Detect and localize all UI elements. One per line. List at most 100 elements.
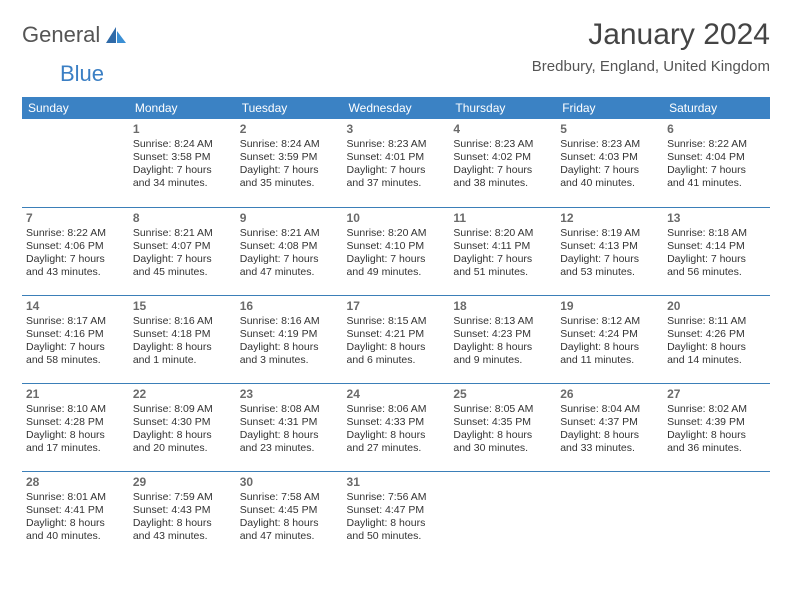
calendar-cell: 26 Sunrise: 8:04 AMSunset: 4:37 PMDayligh… (556, 383, 663, 471)
calendar-cell: 17 Sunrise: 8:15 AMSunset: 4:21 PMDayligh… (343, 295, 450, 383)
calendar-cell: 8 Sunrise: 8:21 AMSunset: 4:07 PMDaylight… (129, 207, 236, 295)
day-number: 15 (133, 299, 232, 313)
day-info: Sunrise: 8:15 AMSunset: 4:21 PMDaylight:… (347, 315, 446, 368)
day-info: Sunrise: 8:24 AMSunset: 3:59 PMDaylight:… (240, 138, 339, 191)
calendar-cell: 19 Sunrise: 8:12 AMSunset: 4:24 PMDayligh… (556, 295, 663, 383)
day-info: Sunrise: 8:23 AMSunset: 4:03 PMDaylight:… (560, 138, 659, 191)
calendar-cell: 9 Sunrise: 8:21 AMSunset: 4:08 PMDaylight… (236, 207, 343, 295)
day-info: Sunrise: 7:58 AMSunset: 4:45 PMDaylight:… (240, 491, 339, 544)
day-info: Sunrise: 8:02 AMSunset: 4:39 PMDaylight:… (667, 403, 766, 456)
day-info: Sunrise: 8:23 AMSunset: 4:02 PMDaylight:… (453, 138, 552, 191)
day-info: Sunrise: 8:18 AMSunset: 4:14 PMDaylight:… (667, 227, 766, 280)
brand-word2: Blue (60, 61, 104, 86)
calendar-cell: 14 Sunrise: 8:17 AMSunset: 4:16 PMDayligh… (22, 295, 129, 383)
day-info: Sunrise: 8:21 AMSunset: 4:08 PMDaylight:… (240, 227, 339, 280)
day-info: Sunrise: 8:20 AMSunset: 4:10 PMDaylight:… (347, 227, 446, 280)
day-number: 27 (667, 387, 766, 401)
day-number: 28 (26, 475, 125, 489)
calendar-cell: 5 Sunrise: 8:23 AMSunset: 4:03 PMDaylight… (556, 119, 663, 207)
day-info: Sunrise: 7:59 AMSunset: 4:43 PMDaylight:… (133, 491, 232, 544)
calendar-cell: 21Sunrise: 8:10 AMSunset: 4:28 PMDayligh… (22, 383, 129, 471)
day-number: 8 (133, 211, 232, 225)
day-info: Sunrise: 8:16 AMSunset: 4:19 PMDaylight:… (240, 315, 339, 368)
calendar-cell: 24 Sunrise: 8:06 AMSunset: 4:33 PMDayligh… (343, 383, 450, 471)
month-title: January 2024 (532, 18, 770, 52)
day-info: Sunrise: 8:23 AMSunset: 4:01 PMDaylight:… (347, 138, 446, 191)
day-number: 20 (667, 299, 766, 313)
day-number: 26 (560, 387, 659, 401)
calendar-table: SundayMondayTuesdayWednesdayThursdayFrid… (22, 97, 770, 559)
day-info: Sunrise: 8:04 AMSunset: 4:37 PMDaylight:… (560, 403, 659, 456)
day-number: 14 (26, 299, 125, 313)
day-number: 19 (560, 299, 659, 313)
day-info: Sunrise: 8:20 AMSunset: 4:11 PMDaylight:… (453, 227, 552, 280)
brand-logo: General (22, 18, 128, 48)
day-number: 2 (240, 122, 339, 136)
day-number: 30 (240, 475, 339, 489)
calendar-cell (663, 471, 770, 559)
day-number: 22 (133, 387, 232, 401)
calendar-cell: 7Sunrise: 8:22 AMSunset: 4:06 PMDaylight… (22, 207, 129, 295)
day-number: 10 (347, 211, 446, 225)
calendar-cell (449, 471, 556, 559)
day-info: Sunrise: 8:19 AMSunset: 4:13 PMDaylight:… (560, 227, 659, 280)
calendar-cell: 2 Sunrise: 8:24 AMSunset: 3:59 PMDaylight… (236, 119, 343, 207)
calendar-cell: 22 Sunrise: 8:09 AMSunset: 4:30 PMDayligh… (129, 383, 236, 471)
day-number: 17 (347, 299, 446, 313)
day-number: 16 (240, 299, 339, 313)
day-info: Sunrise: 8:22 AMSunset: 4:06 PMDaylight:… (26, 227, 125, 280)
calendar-cell: 12Sunrise: 8:19 AMSunset: 4:13 PMDayligh… (556, 207, 663, 295)
day-number: 24 (347, 387, 446, 401)
calendar-cell: 28 Sunrise: 8:01 AMSunset: 4:41 PMDayligh… (22, 471, 129, 559)
day-info: Sunrise: 8:13 AMSunset: 4:23 PMDaylight:… (453, 315, 552, 368)
calendar-cell: 6Sunrise: 8:22 AMSunset: 4:04 PMDaylight… (663, 119, 770, 207)
brand-word1: General (22, 22, 100, 48)
day-number: 9 (240, 211, 339, 225)
day-info: Sunrise: 8:17 AMSunset: 4:16 PMDaylight:… (26, 315, 125, 368)
day-info: Sunrise: 8:24 AMSunset: 3:58 PMDaylight:… (133, 138, 232, 191)
calendar-cell: 20 Sunrise: 8:11 AMSunset: 4:26 PMDayligh… (663, 295, 770, 383)
calendar-cell: 30 Sunrise: 7:58 AMSunset: 4:45 PMDayligh… (236, 471, 343, 559)
day-info: Sunrise: 8:01 AMSunset: 4:41 PMDaylight:… (26, 491, 125, 544)
weekday-header: Thursday (449, 97, 556, 119)
day-number: 5 (560, 122, 659, 136)
weekday-header: Wednesday (343, 97, 450, 119)
day-number: 21 (26, 387, 125, 401)
day-info: Sunrise: 8:12 AMSunset: 4:24 PMDaylight:… (560, 315, 659, 368)
day-info: Sunrise: 8:21 AMSunset: 4:07 PMDaylight:… (133, 227, 232, 280)
day-info: Sunrise: 7:56 AMSunset: 4:47 PMDaylight:… (347, 491, 446, 544)
day-number: 13 (667, 211, 766, 225)
calendar-cell: 10 Sunrise: 8:20 AMSunset: 4:10 PMDayligh… (343, 207, 450, 295)
calendar-cell (556, 471, 663, 559)
day-number: 6 (667, 122, 766, 136)
calendar-cell: 31 Sunrise: 7:56 AMSunset: 4:47 PMDayligh… (343, 471, 450, 559)
day-info: Sunrise: 8:09 AMSunset: 4:30 PMDaylight:… (133, 403, 232, 456)
calendar-cell (22, 119, 129, 207)
calendar-cell: 15Sunrise: 8:16 AMSunset: 4:18 PMDayligh… (129, 295, 236, 383)
calendar-cell: 16 Sunrise: 8:16 AMSunset: 4:19 PMDayligh… (236, 295, 343, 383)
day-number: 29 (133, 475, 232, 489)
calendar-cell: 25 Sunrise: 8:05 AMSunset: 4:35 PMDayligh… (449, 383, 556, 471)
day-info: Sunrise: 8:06 AMSunset: 4:33 PMDaylight:… (347, 403, 446, 456)
day-number: 1 (133, 122, 232, 136)
day-number: 11 (453, 211, 552, 225)
weekday-header: Tuesday (236, 97, 343, 119)
weekday-header: Saturday (663, 97, 770, 119)
day-number: 4 (453, 122, 552, 136)
day-number: 23 (240, 387, 339, 401)
calendar-cell: 1 Sunrise: 8:24 AMSunset: 3:58 PMDaylight… (129, 119, 236, 207)
day-number: 31 (347, 475, 446, 489)
calendar-cell: 23Sunrise: 8:08 AMSunset: 4:31 PMDayligh… (236, 383, 343, 471)
weekday-header: Sunday (22, 97, 129, 119)
calendar-cell: 18 Sunrise: 8:13 AMSunset: 4:23 PMDayligh… (449, 295, 556, 383)
weekday-header: Friday (556, 97, 663, 119)
day-info: Sunrise: 8:11 AMSunset: 4:26 PMDaylight:… (667, 315, 766, 368)
day-number: 25 (453, 387, 552, 401)
day-number: 18 (453, 299, 552, 313)
weekday-header: Monday (129, 97, 236, 119)
calendar-cell: 27 Sunrise: 8:02 AMSunset: 4:39 PMDayligh… (663, 383, 770, 471)
day-info: Sunrise: 8:05 AMSunset: 4:35 PMDaylight:… (453, 403, 552, 456)
calendar-cell: 11 Sunrise: 8:20 AMSunset: 4:11 PMDayligh… (449, 207, 556, 295)
calendar-cell: 4 Sunrise: 8:23 AMSunset: 4:02 PMDaylight… (449, 119, 556, 207)
sail-icon (104, 25, 128, 45)
